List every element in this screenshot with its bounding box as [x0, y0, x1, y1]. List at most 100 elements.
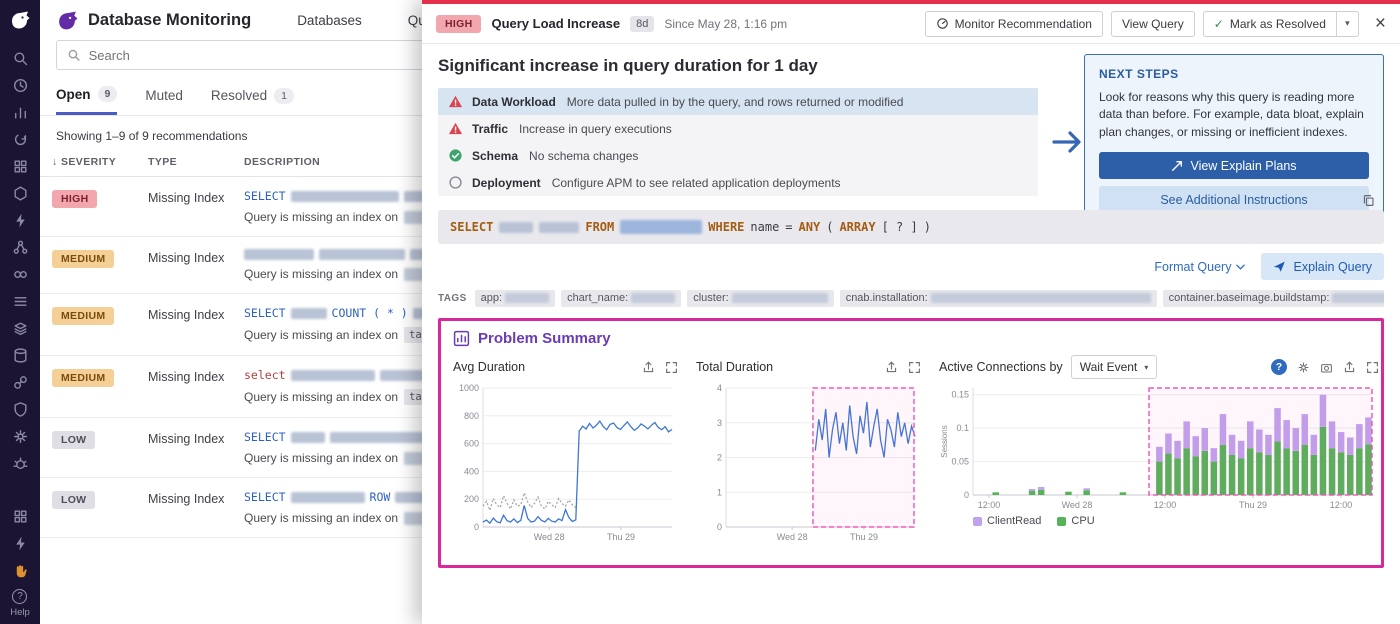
settings-icon[interactable] — [11, 427, 29, 445]
recommendation-side-panel: HIGH Query Load Increase 8d Since May 28… — [422, 0, 1400, 624]
row-description: Query is missing an index on — [244, 390, 399, 404]
integrations-icon[interactable] — [11, 265, 29, 283]
expand-icon[interactable] — [665, 361, 678, 374]
cause-schema[interactable]: Schema No schema changes — [438, 142, 1038, 169]
row-type: Missing Index — [148, 191, 225, 205]
warning-icon — [448, 122, 463, 135]
apm-icon[interactable] — [11, 184, 29, 202]
recent-icon[interactable] — [11, 76, 29, 94]
logs-icon[interactable] — [11, 319, 29, 337]
legend-item[interactable]: ClientRead — [973, 515, 1041, 527]
explain-query-button[interactable]: Explain Query — [1261, 253, 1384, 280]
sql-keyword: SELECT — [244, 189, 286, 203]
expand-icon[interactable] — [908, 361, 921, 374]
search-icon[interactable] — [11, 49, 29, 67]
tab-resolved-count: 1 — [274, 87, 295, 104]
sql-punct: ) — [923, 220, 931, 234]
active-connections-plot[interactable]: 0 0.05 0.1 0.15 12:00 Wed 28 12:00 Thu 29 12:00 S… — [939, 381, 1379, 513]
redacted-text — [290, 307, 327, 319]
tab-open-count: 9 — [97, 86, 118, 102]
row-description: Query is missing an index on — [244, 511, 399, 525]
see-additional-instructions-button[interactable]: See Additional Instructions — [1099, 186, 1369, 214]
redacted-text — [930, 293, 1151, 303]
tab-resolved-label: Resolved — [210, 88, 268, 103]
nav-databases[interactable]: Databases — [297, 13, 362, 28]
export-icon[interactable] — [1343, 360, 1356, 374]
snapshot-icon[interactable] — [1320, 361, 1333, 374]
export-icon[interactable] — [885, 360, 898, 374]
col-severity[interactable]: ↓ SEVERITY — [52, 156, 117, 168]
tab-open-label: Open — [56, 86, 91, 102]
sparkle-icon[interactable] — [11, 534, 29, 552]
severity-badge: MEDIUM — [52, 307, 115, 325]
rail-icon-group-main — [11, 43, 29, 472]
lightning-icon[interactable] — [11, 211, 29, 229]
chart-legend: ClientRead CPU — [973, 515, 1379, 527]
help-tooltip-icon[interactable]: ? — [1271, 359, 1287, 375]
cause-deployment[interactable]: Deployment Configure APM to see related … — [438, 169, 1038, 196]
tab-resolved[interactable]: Resolved 1 — [210, 86, 295, 115]
severity-badge: LOW — [52, 431, 96, 449]
svg-text:12:00: 12:00 — [1330, 500, 1353, 510]
view-explain-plans-button[interactable]: View Explain Plans — [1099, 152, 1369, 180]
expand-icon[interactable] — [1366, 361, 1379, 374]
workflows-icon[interactable] — [11, 507, 29, 525]
empty-circle-icon — [449, 176, 462, 189]
bug-icon[interactable] — [11, 454, 29, 472]
close-icon[interactable]: × — [1374, 13, 1386, 34]
monitor-recommendation-button[interactable]: Monitor Recommendation — [924, 10, 1103, 37]
app-brand: Database Monitoring — [56, 9, 251, 32]
svg-text:Thu 29: Thu 29 — [850, 532, 878, 542]
explain-icon — [1274, 261, 1286, 272]
redacted-text — [379, 369, 426, 381]
tag-pill[interactable]: container.baseimage.buildstamp: — [1162, 289, 1384, 307]
format-query-link[interactable]: Format Query — [1154, 260, 1246, 274]
service-map-icon[interactable] — [11, 238, 29, 256]
row-type: Missing Index — [148, 432, 225, 446]
legend-item[interactable]: CPU — [1057, 515, 1095, 527]
resolve-dropdown-caret[interactable]: ▾ — [1336, 10, 1359, 37]
link-icon[interactable] — [11, 373, 29, 391]
cause-traffic[interactable]: Traffic Increase in query executions — [438, 115, 1038, 142]
total-duration-plot[interactable]: 0 1 2 3 4 Wed 28 Thu 29 — [696, 381, 921, 545]
gear-icon[interactable] — [1297, 361, 1310, 374]
row-description: Query is missing an index on — [244, 210, 399, 224]
row-type: Missing Index — [148, 492, 225, 506]
help-item[interactable]: ? Help — [10, 589, 30, 618]
avg-duration-plot[interactable]: 0 200 400 600 800 1000 Wed 28 Thu 29 — [453, 381, 678, 545]
svg-text:Sessions: Sessions — [940, 425, 949, 457]
sort-desc-icon: ↓ — [52, 156, 58, 168]
bits-hand-icon[interactable] — [11, 561, 29, 579]
search-icon — [68, 49, 80, 61]
wait-event-select[interactable]: Wait Event ▾ — [1070, 355, 1158, 379]
watchdog-icon[interactable] — [11, 130, 29, 148]
infrastructure-icon[interactable] — [11, 157, 29, 175]
view-query-button[interactable]: View Query — [1110, 10, 1195, 37]
redacted-text — [290, 491, 365, 503]
monitors-icon[interactable] — [11, 292, 29, 310]
row-type: Missing Index — [148, 308, 225, 322]
svg-text:600: 600 — [464, 439, 479, 449]
tag-pill[interactable]: cluster: — [687, 289, 834, 307]
export-icon[interactable] — [642, 360, 655, 374]
datadog-logo[interactable] — [9, 9, 31, 31]
redacted-text — [290, 190, 399, 202]
redacted-text — [620, 220, 703, 234]
col-description[interactable]: DESCRIPTION — [244, 156, 321, 168]
copy-icon[interactable] — [1362, 194, 1375, 207]
tag-pill[interactable]: chart_name: — [561, 289, 682, 307]
tag-pill[interactable]: app: — [474, 289, 556, 307]
col-type[interactable]: TYPE — [148, 156, 178, 168]
svg-text:0: 0 — [717, 522, 722, 532]
tag-pill[interactable]: cnab.installation: — [839, 289, 1157, 307]
svg-text:Wed 28: Wed 28 — [534, 532, 565, 542]
dashboards-icon[interactable] — [11, 103, 29, 121]
cause-data-workload[interactable]: Data Workload More data pulled in by the… — [438, 88, 1038, 115]
databases-icon[interactable] — [11, 346, 29, 364]
tab-muted[interactable]: Muted — [145, 86, 183, 115]
mark-as-resolved-button[interactable]: ✓ Mark as Resolved — [1202, 10, 1337, 37]
tab-open[interactable]: Open 9 — [56, 86, 118, 115]
security-icon[interactable] — [11, 400, 29, 418]
sql-punct: ( — [826, 220, 834, 234]
next-steps-arrow-icon — [1038, 129, 1096, 155]
